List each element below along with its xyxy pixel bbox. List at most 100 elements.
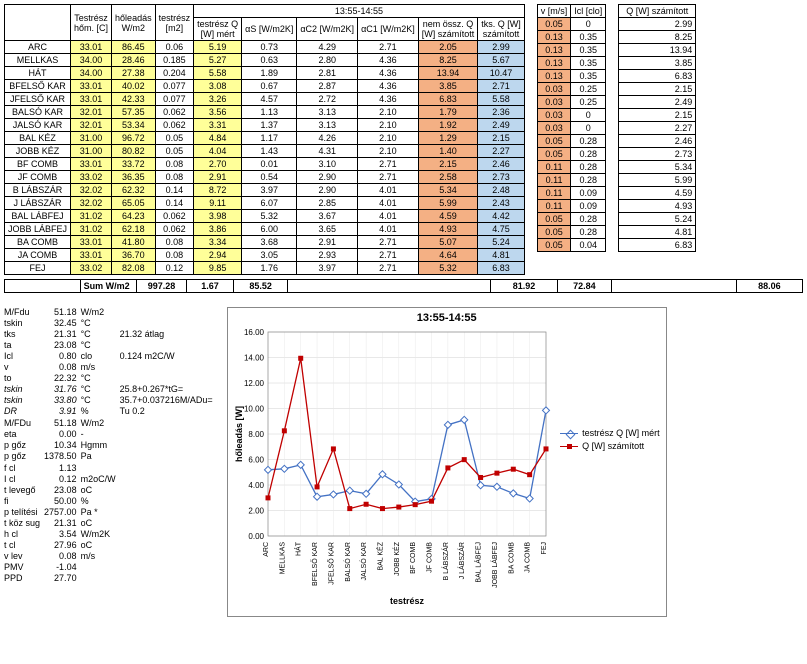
- svg-text:testrész: testrész: [390, 596, 425, 606]
- main-table: Testrészhőm. [C] hőleadásW/m2 testrész[m…: [4, 4, 525, 275]
- param-row: p gőz1378.50Pa: [4, 451, 217, 462]
- param-row: ta23.08°C: [4, 340, 217, 351]
- hdr-icl: Icl [clo]: [571, 5, 606, 18]
- svg-text:BA COMB: BA COMB: [508, 542, 515, 574]
- table-row: 0.030: [537, 122, 606, 135]
- table-row: BALSÓ KAR32.0157.350.0623.561.133.132.10…: [5, 106, 525, 119]
- svg-text:16.00: 16.00: [244, 328, 265, 337]
- table-row: 0.110.28: [537, 174, 606, 187]
- table-row: 0.050.04: [537, 239, 606, 252]
- table-row: 8.25: [619, 31, 696, 44]
- table-row: 0.050.28: [537, 213, 606, 226]
- hdr-qmert: testrész Q[W] mért: [194, 18, 242, 41]
- svg-text:hőleadás [W]: hőleadás [W]: [234, 406, 244, 462]
- table-row: JA COMB33.0136.700.082.943.052.932.714.6…: [5, 249, 525, 262]
- table-row: FEJ33.0282.080.129.851.763.972.715.326.8…: [5, 262, 525, 275]
- table-row: 0.130.35: [537, 44, 606, 57]
- param-row: I cl0.12m2oC/W: [4, 474, 217, 485]
- hdr-nemossz: nem össz. Q[W] számított: [418, 18, 478, 41]
- table-row: 0.030.25: [537, 83, 606, 96]
- table-row: 4.93: [619, 200, 696, 213]
- table-row: 0.030: [537, 109, 606, 122]
- svg-text:HÁT: HÁT: [293, 541, 302, 556]
- param-row: p gőz10.34Hgmm: [4, 440, 217, 451]
- table-row: 4.59: [619, 187, 696, 200]
- table-row: 0.050.28: [537, 135, 606, 148]
- param-row: DR3.91%Tu 0.2: [4, 406, 217, 417]
- svg-text:FEJ: FEJ: [541, 542, 548, 554]
- hdr-tksq: tks. Q [W]számított: [478, 18, 525, 41]
- hdr-v: v [m/s]: [537, 5, 571, 18]
- table-row: HÁT34.0027.380.2045.581.892.814.3613.941…: [5, 67, 525, 80]
- table-row: JOBB KÉZ31.0080.820.054.041.434.312.101.…: [5, 145, 525, 158]
- table-row: 0.130.35: [537, 57, 606, 70]
- param-row: to22.32°C: [4, 373, 217, 384]
- table-row: 5.99: [619, 174, 696, 187]
- param-row: M/FDu51.18W/m2: [4, 418, 217, 429]
- table-row: 4.81: [619, 226, 696, 239]
- param-row: t cl27.96oC: [4, 540, 217, 551]
- hdr-aS: αS [W/m2K]: [242, 18, 297, 41]
- table-row: 2.27: [619, 122, 696, 135]
- hdr-aC2: αC2 [W/m2K]: [297, 18, 358, 41]
- table-row: JFELSŐ KAR33.0142.330.0773.264.572.724.3…: [5, 93, 525, 106]
- table-row: J LÁBSZÁR32.0265.050.149.116.072.854.015…: [5, 197, 525, 210]
- svg-text:14.00: 14.00: [244, 354, 265, 363]
- table-row: BFELSŐ KAR33.0140.020.0773.080.672.874.3…: [5, 80, 525, 93]
- table-row: MELLKAS34.0028.460.1855.270.632.804.368.…: [5, 54, 525, 67]
- table-row: 0.050.28: [537, 226, 606, 239]
- table-row: 2.49: [619, 96, 696, 109]
- param-row: tks21.31°C21.32 átlag: [4, 329, 217, 340]
- param-row: PPD27.70: [4, 573, 217, 584]
- hdr-hole: hőleadásW/m2: [112, 5, 156, 41]
- svg-text:BAL LÁBFEJ: BAL LÁBFEJ: [473, 542, 482, 583]
- table-row: JOBB LÁBFEJ31.0262.180.0623.866.003.654.…: [5, 223, 525, 236]
- table-row: ARC33.0186.450.065.190.734.292.712.052.9…: [5, 41, 525, 54]
- table-row: 0.110.09: [537, 200, 606, 213]
- table-row: 0.050: [537, 18, 606, 31]
- hdr-qsz: Q [W] számított: [619, 5, 696, 18]
- svg-text:ARC: ARC: [263, 542, 270, 557]
- qsz-table: Q [W] számított 2.998.2513.943.856.832.1…: [618, 4, 696, 252]
- chart-legend: testrész Q [W] mért Q [W] számított: [560, 428, 660, 454]
- param-row: h cl3.54W/m2K: [4, 529, 217, 540]
- svg-text:JOBB KÉZ: JOBB KÉZ: [391, 541, 400, 576]
- svg-text:BFELSŐ KAR: BFELSŐ KAR: [310, 542, 319, 586]
- svg-text:2.00: 2.00: [248, 507, 264, 516]
- svg-text:8.00: 8.00: [248, 430, 264, 439]
- param-row: Icl0.80clo0.124 m2C/W: [4, 351, 217, 362]
- table-row: JF COMB33.0236.350.082.910.542.902.712.5…: [5, 171, 525, 184]
- table-row: 5.24: [619, 213, 696, 226]
- param-row: eta0.00-: [4, 429, 217, 440]
- svg-text:J LÁBSZÁR: J LÁBSZÁR: [457, 542, 466, 579]
- table-row: 5.34: [619, 161, 696, 174]
- param-row: PMV-1.04: [4, 562, 217, 573]
- svg-text:MELLKAS: MELLKAS: [279, 542, 286, 575]
- table-row: 0.130.35: [537, 31, 606, 44]
- svg-text:4.00: 4.00: [248, 481, 264, 490]
- param-row: v lev0.08m/s: [4, 551, 217, 562]
- param-row: tskin31.76°C25.8+0.267*tG=: [4, 384, 217, 395]
- table-row: 2.15: [619, 83, 696, 96]
- hdr-area: testrész[m2]: [155, 5, 194, 41]
- chart-title: 13:55-14:55: [232, 312, 662, 324]
- param-row: t levegő23.08oC: [4, 485, 217, 496]
- params-block: M/Fdu51.18W/m2tskin32.45°Ctks21.31°C21.3…: [4, 307, 217, 617]
- time-header: 13:55-14:55: [194, 5, 525, 18]
- svg-text:JA COMB: JA COMB: [524, 542, 531, 573]
- svg-text:BALSÓ KAR: BALSÓ KAR: [342, 542, 351, 582]
- table-row: 3.85: [619, 57, 696, 70]
- svg-text:12.00: 12.00: [244, 379, 265, 388]
- table-row: B LÁBSZÁR32.0262.320.148.723.972.904.015…: [5, 184, 525, 197]
- svg-text:BF COMB: BF COMB: [410, 542, 417, 574]
- param-row: fi50.00%: [4, 496, 217, 507]
- table-row: 2.46: [619, 135, 696, 148]
- svg-text:JOBB LÁBFEJ: JOBB LÁBFEJ: [490, 542, 499, 588]
- svg-text:JALSÓ KAR: JALSÓ KAR: [359, 542, 368, 581]
- svg-text:JF COMB: JF COMB: [426, 542, 433, 573]
- svg-text:B LÁBSZÁR: B LÁBSZÁR: [441, 542, 450, 581]
- param-row: p telítési2757.00Pa *: [4, 507, 217, 518]
- svg-text:0.00: 0.00: [248, 532, 264, 541]
- hdr-thom: Testrészhőm. [C]: [71, 5, 112, 41]
- vicl-table: v [m/s]Icl [clo] 0.0500.130.350.130.350.…: [537, 4, 607, 252]
